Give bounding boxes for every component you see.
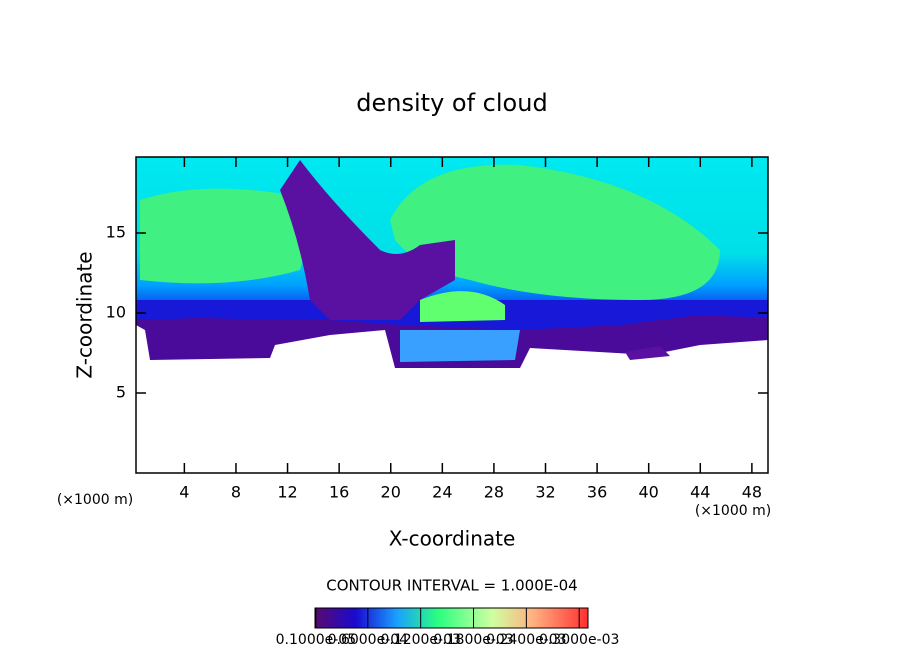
colorbar-label: 0.2400e-03 <box>486 632 566 648</box>
x-tick-label: 48 <box>742 483 762 502</box>
x-tick-label: 20 <box>381 483 401 502</box>
colorbar-label: 0.6000e-04 <box>328 632 409 648</box>
y-tick-label: 15 <box>106 223 126 242</box>
y-unit: (×1000 m) <box>57 492 133 508</box>
y-tick-label: 10 <box>106 303 126 322</box>
colorbar-label: 0.1800e-03 <box>433 632 513 648</box>
plot-frame <box>135 156 769 474</box>
x-tick-label: 12 <box>277 483 297 502</box>
x-tick-label: 28 <box>484 483 504 502</box>
colorbar <box>314 607 589 629</box>
x-tick-label: 16 <box>329 483 349 502</box>
x-tick-label: 24 <box>432 483 452 502</box>
y-tick-label: 5 <box>116 383 126 402</box>
x-tick-label: 32 <box>535 483 555 502</box>
x-tick-label: 36 <box>587 483 607 502</box>
chart-title: density of cloud <box>356 89 547 117</box>
x-tick-label: 8 <box>231 483 241 502</box>
colorbar-label: 0.3000e-03 <box>539 632 619 648</box>
colorbar-label: 0.1200e-03 <box>380 632 460 648</box>
y-axis-label: Z-coordinate <box>73 251 97 378</box>
contour-interval: CONTOUR INTERVAL = 1.000E-04 <box>326 577 577 595</box>
x-tick-label: 40 <box>639 483 659 502</box>
x-tick-label: 4 <box>179 483 189 502</box>
x-unit: (×1000 m) <box>695 503 771 519</box>
x-axis-label: X-coordinate <box>389 527 516 551</box>
colorbar-label: 0.1000e-05 <box>276 632 356 648</box>
x-tick-label: 44 <box>690 483 710 502</box>
field <box>136 157 768 368</box>
